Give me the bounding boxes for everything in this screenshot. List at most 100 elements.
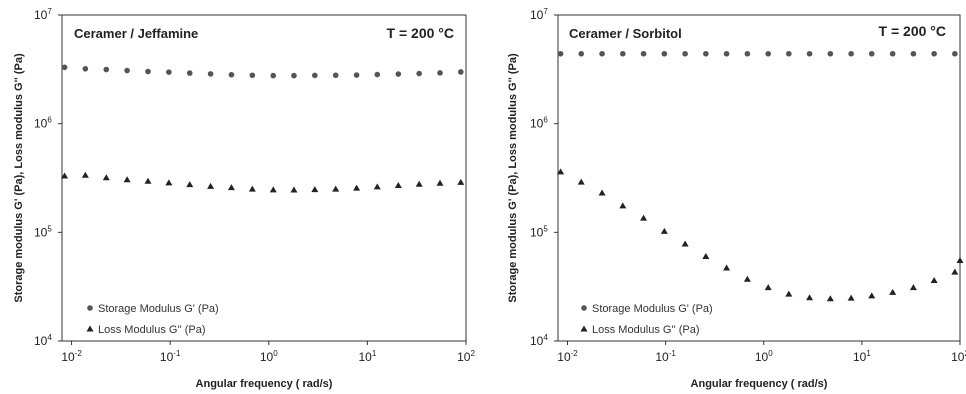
loss-modulus-point (123, 176, 131, 183)
data-marks (557, 50, 964, 302)
y-tick-label: 107 (530, 7, 548, 22)
loss-modulus-point (102, 174, 110, 181)
loss-modulus-point (951, 268, 959, 275)
chart-panel-sorbitol: Ceramer / Sorbitol T = 200 °C Angular fr… (507, 7, 966, 390)
chart-title: Ceramer / Jeffamine (74, 26, 198, 41)
storage-modulus-point (868, 50, 875, 57)
storage-modulus-point (249, 72, 256, 79)
legend-marker-storage (581, 305, 587, 311)
data-marks (61, 64, 465, 193)
loss-modulus-point (577, 178, 585, 185)
x-tick-label: 10-2 (557, 349, 578, 364)
storage-modulus-point (312, 72, 318, 79)
storage-modulus-point (889, 50, 896, 57)
storage-modulus-point (145, 68, 151, 75)
loss-modulus-point (598, 189, 606, 196)
storage-modulus-point (61, 64, 68, 71)
storage-modulus-point (353, 72, 360, 78)
chart-title: Ceramer / Sorbitol (569, 26, 682, 41)
loss-modulus-point (373, 183, 381, 190)
loss-modulus-point (764, 284, 772, 291)
legend-label-storage: Storage Modulus G' (Pa) (592, 303, 713, 315)
x-tick-label: 10-1 (655, 349, 676, 364)
storage-modulus-point (640, 50, 647, 57)
x-tick-label: 101 (358, 349, 376, 364)
y-tick-label: 105 (530, 224, 548, 239)
loss-modulus-point (868, 292, 876, 299)
storage-modulus-point (723, 50, 730, 57)
storage-modulus-point (557, 50, 564, 57)
x-tick-label: 102 (457, 349, 475, 364)
loss-modulus-point (332, 185, 340, 192)
storage-modulus-point (578, 50, 585, 57)
storage-modulus-point (103, 66, 110, 73)
storage-modulus-point (806, 50, 813, 57)
storage-modulus-point (703, 50, 709, 57)
x-tick-label: 101 (853, 349, 871, 364)
loss-modulus-point (227, 184, 235, 191)
loss-modulus-point (353, 184, 361, 191)
temperature-annotation: T = 200 °C (879, 23, 946, 39)
legend: Storage Modulus G' (Pa) Loss Modulus G''… (86, 303, 219, 336)
storage-modulus-point (82, 65, 89, 72)
x-axis-label: Angular frequency ( rad/s) (691, 378, 828, 390)
loss-modulus-point (269, 186, 277, 193)
loss-modulus-point (557, 168, 565, 175)
plot-area-frame (61, 14, 467, 342)
loss-modulus-point (248, 185, 256, 192)
storage-modulus-point (437, 70, 443, 76)
legend-label-loss: Loss Modulus G'' (Pa) (98, 324, 206, 336)
y-tick-label: 107 (34, 7, 52, 22)
axis-ticks: 10-2 10-1 100 101 102 104 105 106 107 (34, 7, 475, 364)
loss-modulus-point (394, 181, 402, 188)
y-tick-label: 104 (530, 333, 548, 348)
temperature-annotation: T = 200 °C (387, 25, 454, 41)
loss-modulus-point (165, 179, 173, 186)
storage-modulus-point (458, 69, 464, 75)
y-tick-label: 104 (34, 333, 52, 348)
storage-modulus-point (619, 50, 626, 57)
storage-modulus-point (599, 50, 605, 57)
loss-modulus-point (186, 181, 194, 188)
storage-modulus-point (744, 50, 751, 57)
x-axis-label: Angular frequency ( rad/s) (196, 378, 333, 390)
storage-modulus-point (931, 50, 937, 57)
plot-area-frame (557, 14, 961, 342)
storage-modulus-point (270, 72, 277, 79)
loss-modulus-point (826, 295, 834, 302)
storage-modulus-point (228, 71, 235, 78)
storage-modulus-point (186, 70, 193, 76)
loss-modulus-point (640, 214, 648, 221)
storage-modulus-point (374, 71, 381, 78)
legend-label-loss: Loss Modulus G'' (Pa) (592, 324, 700, 336)
chart-panel-jeffamine: Ceramer / Jeffamine T = 200 °C Angular f… (13, 7, 475, 390)
storage-modulus-point (395, 71, 402, 77)
loss-modulus-point (436, 179, 444, 186)
storage-modulus-point (166, 69, 172, 75)
storage-modulus-point (952, 50, 958, 57)
y-tick-label: 106 (34, 116, 52, 131)
x-tick-label: 100 (260, 349, 278, 364)
legend-marker-storage (87, 305, 93, 311)
loss-modulus-point (743, 275, 751, 282)
loss-modulus-point (144, 177, 152, 184)
x-tick-label: 10-2 (61, 349, 82, 364)
loss-modulus-point (785, 290, 793, 297)
storage-modulus-point (332, 72, 339, 79)
loss-modulus-point (81, 171, 89, 178)
storage-modulus-point (416, 70, 422, 77)
legend-marker-loss (580, 325, 588, 332)
y-axis-label: Storage modulus G' (Pa), Loss modulus G'… (13, 53, 25, 303)
y-tick-label: 105 (34, 224, 52, 239)
loss-modulus-point (619, 202, 627, 209)
storage-modulus-point (207, 71, 214, 77)
loss-modulus-point (806, 294, 814, 301)
loss-modulus-point (415, 180, 423, 187)
loss-modulus-point (889, 288, 897, 295)
loss-modulus-point (207, 182, 215, 189)
loss-modulus-point (956, 257, 964, 264)
storage-modulus-point (786, 50, 792, 57)
storage-modulus-point (291, 72, 297, 79)
legend-label-storage: Storage Modulus G' (Pa) (98, 303, 219, 315)
